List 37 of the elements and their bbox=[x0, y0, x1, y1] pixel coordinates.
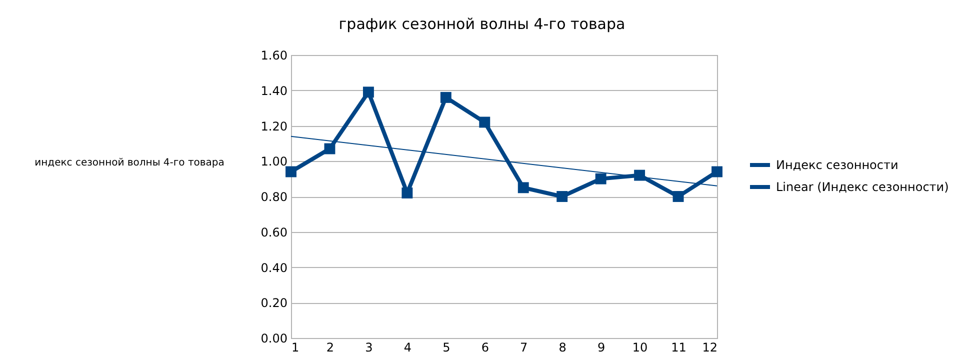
x-tick-label: 9 bbox=[598, 340, 606, 354]
legend-label: Индекс сезонности bbox=[776, 158, 898, 172]
y-tick-label: 1.40 bbox=[260, 84, 288, 98]
x-tick-label: 11 bbox=[671, 340, 686, 354]
point bbox=[286, 166, 296, 178]
y-tick-label: 0.80 bbox=[260, 190, 288, 204]
y-tick-label: 1.20 bbox=[260, 119, 288, 134]
x-tick-label: 1 bbox=[292, 340, 300, 354]
point bbox=[324, 143, 336, 154]
x-tick-label: 3 bbox=[365, 340, 373, 354]
point bbox=[672, 191, 684, 202]
x-tick-label: 5 bbox=[442, 340, 450, 354]
point bbox=[595, 173, 606, 184]
x-tick-label: 4 bbox=[404, 340, 412, 354]
x-tick-label: 7 bbox=[520, 340, 528, 354]
y-tick-label: 0.00 bbox=[260, 332, 288, 346]
point bbox=[362, 86, 374, 98]
y-tick-label: 0.60 bbox=[260, 225, 288, 240]
y-tick-label: 0.40 bbox=[260, 260, 288, 275]
x-tick-label: 8 bbox=[558, 340, 566, 354]
x-tick-label: 10 bbox=[632, 340, 648, 354]
y-tick-label: 1.60 bbox=[260, 48, 288, 62]
point bbox=[440, 92, 452, 103]
legend-label: Linear (Индекс сезонности) bbox=[776, 180, 949, 194]
point bbox=[712, 166, 722, 178]
point bbox=[402, 187, 413, 198]
point bbox=[518, 182, 529, 194]
y-axis-title: индекс сезонной волны 4-го товара bbox=[34, 158, 224, 168]
point bbox=[634, 170, 646, 181]
y-tick-label: 1.00 bbox=[260, 154, 288, 169]
x-tick-label: 12 bbox=[702, 340, 718, 354]
point bbox=[479, 116, 490, 128]
point bbox=[556, 191, 568, 202]
x-tick-label: 2 bbox=[326, 340, 334, 354]
y-tick-label: 0.20 bbox=[260, 296, 288, 310]
x-tick-label: 6 bbox=[481, 340, 489, 354]
chart-title: график сезонной волны 4-го товара bbox=[338, 15, 626, 33]
